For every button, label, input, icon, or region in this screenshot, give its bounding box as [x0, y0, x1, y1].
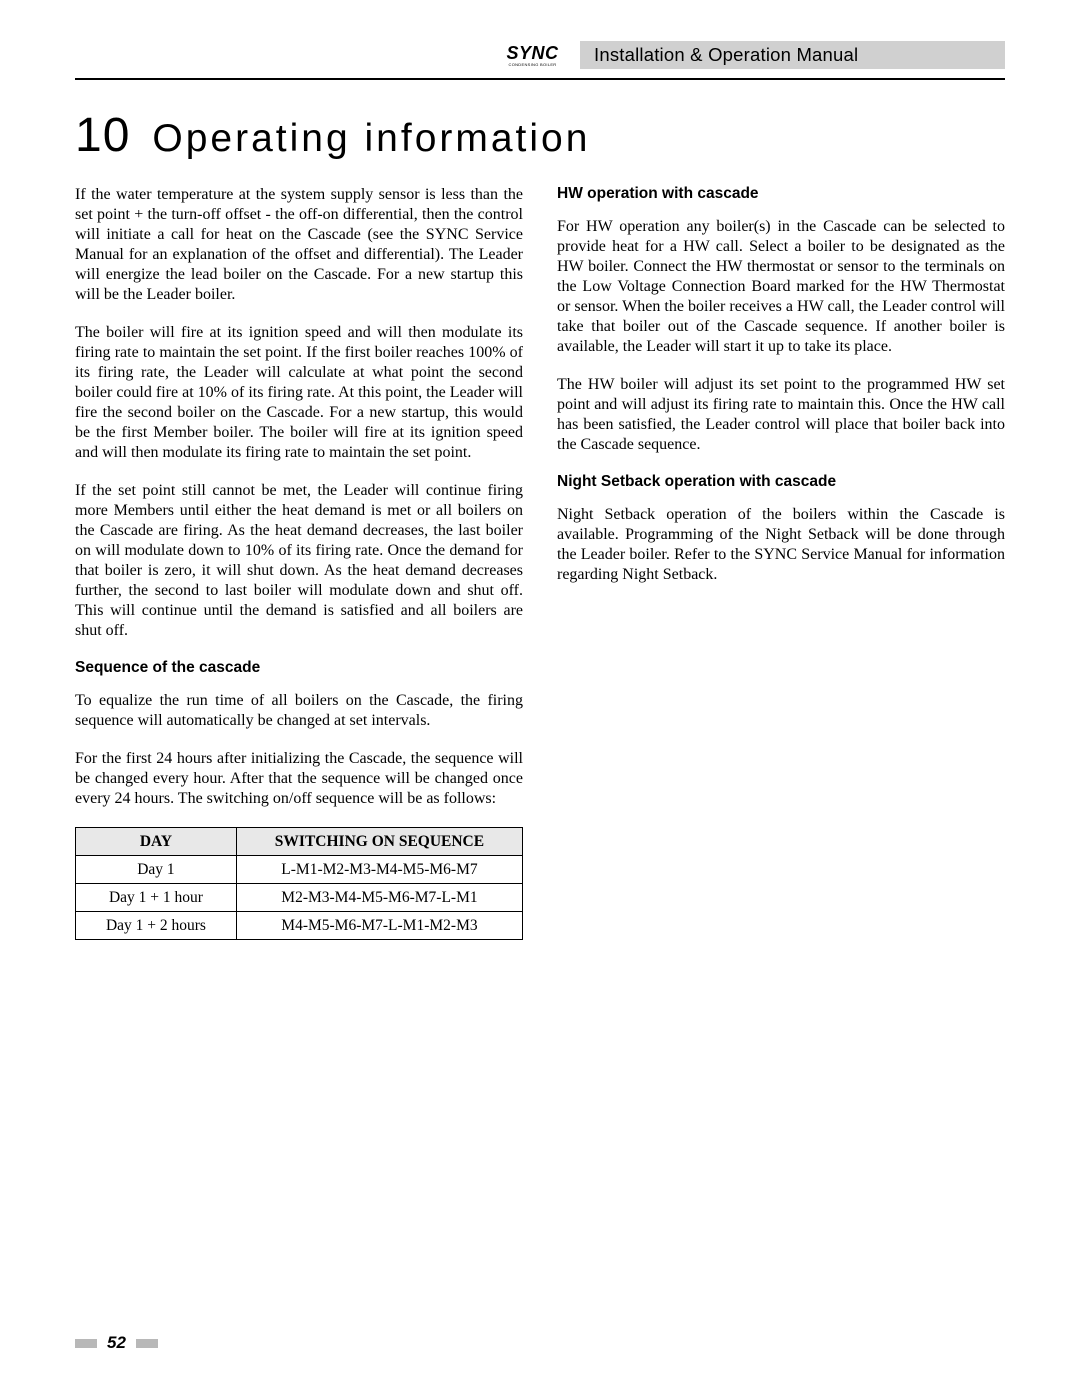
cell-day: Day 1 + 2 hours [76, 912, 237, 940]
body-paragraph: Night Setback operation of the boilers w… [557, 505, 1005, 585]
body-paragraph: If the water temperature at the system s… [75, 185, 523, 305]
logo-text: SYNC [506, 44, 558, 62]
body-paragraph: If the set point still cannot be met, th… [75, 481, 523, 641]
col-day: DAY [76, 828, 237, 856]
table-row: Day 1 + 2 hours M4-M5-M6-M7-L-M1-M2-M3 [76, 912, 523, 940]
left-column: If the water temperature at the system s… [75, 185, 523, 940]
right-column: HW operation with cascade For HW operati… [557, 185, 1005, 940]
cell-day: Day 1 [76, 856, 237, 884]
two-column-layout: If the water temperature at the system s… [75, 185, 1005, 940]
chapter-heading: 10 Operating information [75, 108, 1005, 163]
sub-heading-sequence: Sequence of the cascade [75, 659, 523, 677]
cell-seq: M4-M5-M6-M7-L-M1-M2-M3 [236, 912, 522, 940]
page-number: 52 [107, 1333, 126, 1353]
cell-seq: M2-M3-M4-M5-M6-M7-L-M1 [236, 884, 522, 912]
logo-subtext: CONDENSING BOILER [509, 63, 557, 67]
table-header-row: DAY SWITCHING ON SEQUENCE [76, 828, 523, 856]
table-row: Day 1 + 1 hour M2-M3-M4-M5-M6-M7-L-M1 [76, 884, 523, 912]
chapter-title: Operating information [152, 117, 590, 160]
sub-heading-night: Night Setback operation with cascade [557, 473, 1005, 491]
brand-logo: SYNC CONDENSING BOILER [485, 42, 580, 68]
body-paragraph: For HW operation any boiler(s) in the Ca… [557, 217, 1005, 357]
body-paragraph: The boiler will fire at its ignition spe… [75, 323, 523, 463]
page-footer: 52 [75, 1333, 158, 1353]
footer-decor-right [136, 1339, 158, 1348]
table-row: Day 1 L-M1-M2-M3-M4-M5-M6-M7 [76, 856, 523, 884]
page: SYNC CONDENSING BOILER Installation & Op… [0, 0, 1080, 980]
sub-heading-hw: HW operation with cascade [557, 185, 1005, 203]
footer-decor-left [75, 1339, 97, 1348]
body-paragraph: The HW boiler will adjust its set point … [557, 375, 1005, 455]
body-paragraph: To equalize the run time of all boilers … [75, 691, 523, 731]
col-sequence: SWITCHING ON SEQUENCE [236, 828, 522, 856]
cell-day: Day 1 + 1 hour [76, 884, 237, 912]
header-rule [75, 78, 1005, 80]
cell-seq: L-M1-M2-M3-M4-M5-M6-M7 [236, 856, 522, 884]
chapter-number: 10 [75, 109, 130, 162]
header-bar: SYNC CONDENSING BOILER Installation & Op… [485, 40, 1005, 70]
body-paragraph: For the first 24 hours after initializin… [75, 749, 523, 809]
manual-title: Installation & Operation Manual [580, 41, 1005, 69]
sequence-table: DAY SWITCHING ON SEQUENCE Day 1 L-M1-M2-… [75, 827, 523, 940]
